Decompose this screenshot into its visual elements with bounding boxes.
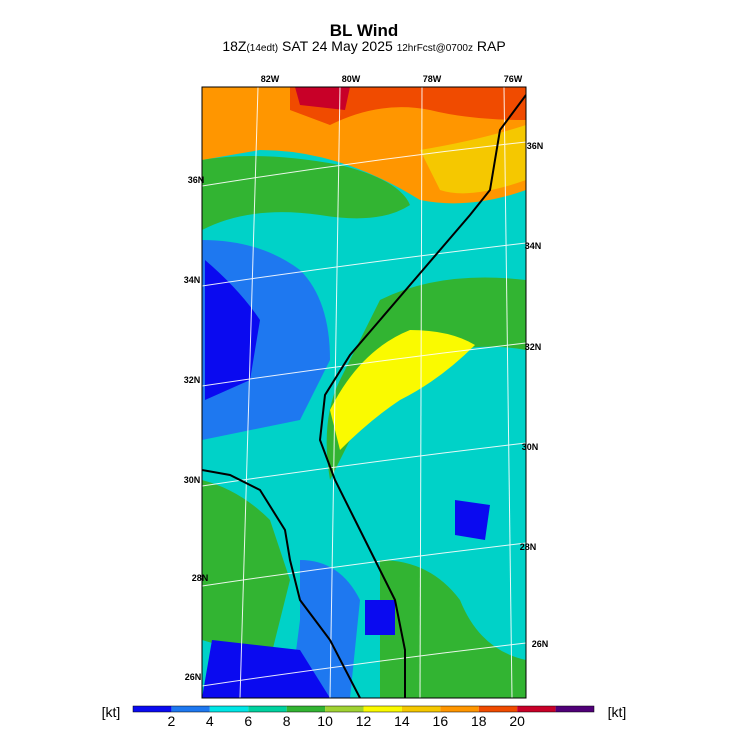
- colorbar-tick-label: 12: [356, 713, 372, 729]
- colorbar-frame: [132, 705, 595, 713]
- map-frame: [201, 86, 527, 699]
- colorbar-swatch: [248, 706, 287, 712]
- colorbar-swatch: [286, 706, 326, 712]
- lat-label: 36N: [527, 141, 544, 151]
- colorbar-unit: [kt]: [102, 704, 121, 720]
- colorbar-swatch: [440, 706, 479, 712]
- colorbar-swatch: [517, 706, 556, 712]
- colorbar-tick-label: 2: [168, 713, 176, 729]
- title: BL Wind: [330, 21, 398, 40]
- colorbar-tick-label: 4: [206, 713, 214, 729]
- subtitle-part: (14edt): [246, 43, 278, 54]
- lat-label: 32N: [184, 375, 201, 385]
- lon-label: 76W: [504, 74, 523, 84]
- colorbar-tick-label: 14: [394, 713, 410, 729]
- colorbar-tick-label: 18: [471, 713, 487, 729]
- colorbar-swatch: [478, 706, 518, 712]
- map-field: [202, 87, 526, 698]
- lat-label: 28N: [192, 573, 209, 583]
- lon-label: 82W: [261, 74, 280, 84]
- lon-label: 80W: [342, 74, 361, 84]
- colorbar-swatch: [401, 706, 441, 712]
- colorbar-swatch: [171, 706, 210, 712]
- subtitle: 18Z(14edt) SAT 24 May 2025 12hrFcst@0700…: [222, 38, 505, 54]
- lat-label: 34N: [525, 241, 542, 251]
- lon-label: 78W: [423, 74, 442, 84]
- lat-label: 32N: [525, 342, 542, 352]
- lat-label: 26N: [185, 672, 202, 682]
- colorbar-tick-label: 10: [317, 713, 333, 729]
- colorbar-swatch: [363, 706, 402, 712]
- subtitle-part: 12hrFcst@0700z: [397, 43, 473, 54]
- colorbar-swatch: [133, 706, 172, 712]
- colorbar-swatch: [325, 706, 364, 712]
- subtitle-part: SAT 24 May 2025: [278, 38, 397, 54]
- colorbar-tick-label: 8: [283, 713, 291, 729]
- lat-label: 30N: [522, 442, 539, 452]
- colorbar-tick-label: 6: [244, 713, 252, 729]
- colorbar-swatch: [555, 706, 594, 712]
- lat-label: 28N: [520, 542, 537, 552]
- lat-label: 30N: [184, 475, 201, 485]
- colorbar-tick-label: 20: [509, 713, 525, 729]
- lat-label: 36N: [188, 175, 205, 185]
- subtitle-part: 18Z: [222, 38, 247, 54]
- lat-label: 26N: [532, 639, 549, 649]
- colorbar-tick-label: 16: [433, 713, 449, 729]
- colorbar-swatch: [209, 706, 249, 712]
- subtitle-part: RAP: [473, 38, 506, 54]
- lat-label: 34N: [184, 275, 201, 285]
- colorbar-unit: [kt]: [608, 704, 627, 720]
